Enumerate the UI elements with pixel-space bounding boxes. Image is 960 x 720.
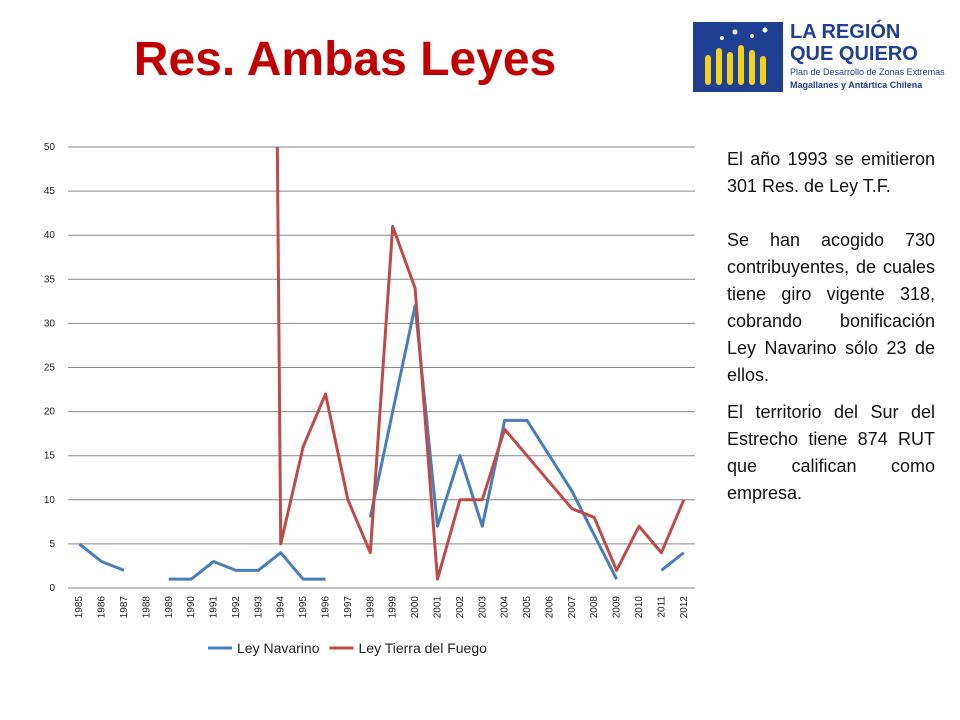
plot-area: [275, 147, 686, 581]
x-tick-label: 2005: [522, 596, 533, 619]
x-tick-label: 2000: [410, 596, 421, 619]
x-tick-label: 2004: [500, 596, 511, 619]
logo-text: QUE QUIERO: [790, 43, 918, 65]
note: Se han acogido 730 contribuyentes, de cu…: [727, 230, 935, 385]
x-tick-label: 2006: [544, 596, 555, 619]
x-tick-label: 1992: [231, 596, 242, 619]
x-tick-label: 1995: [298, 596, 309, 619]
x-tick-label: 1986: [97, 596, 108, 619]
y-tick-label: 5: [49, 539, 55, 550]
y-tick-label: 25: [44, 363, 56, 374]
x-tick-label: 2001: [432, 596, 443, 619]
y-tick-label: 30: [44, 318, 56, 329]
y-tick-label: 10: [44, 495, 56, 506]
logo-text: LA REGIÓN: [790, 19, 900, 43]
y-tick-label: 0: [49, 583, 55, 594]
x-tick-label: 1989: [164, 596, 175, 619]
series-line: [275, 147, 686, 581]
x-tick-label: 2002: [455, 596, 466, 619]
note: El territorio del Sur del Estrecho tiene…: [727, 402, 935, 503]
x-tick-label: 2009: [612, 596, 623, 619]
x-tick-label: 1999: [388, 596, 399, 619]
y-tick-label: 35: [44, 274, 56, 285]
x-tick-label: 1994: [276, 596, 287, 619]
y-tick-label: 20: [44, 407, 56, 418]
x-tick-label: 2007: [567, 596, 578, 619]
note: El año 1993 se emitieron 301 Res. de Ley…: [727, 149, 935, 196]
x-tick-label: 1991: [209, 596, 220, 619]
slide-title: Res. Ambas Leyes: [133, 33, 557, 86]
plot-area: [78, 304, 685, 581]
x-tick-label: 2010: [634, 596, 645, 619]
y-tick-label: 15: [44, 451, 56, 462]
legend-label: Ley Tierra del Fuego: [359, 640, 488, 656]
x-tick-label: 2011: [656, 596, 667, 618]
notes: El año 1993 se emitieron 301 Res. de Ley…: [727, 146, 935, 534]
x-tick-label: 2003: [477, 596, 488, 619]
y-tick-label: 45: [44, 186, 56, 197]
y-tick-label: 40: [44, 230, 56, 241]
series-line: [78, 304, 685, 581]
logo-text: Plan de Desarrollo de Zonas Extremas: [790, 67, 945, 77]
x-tick-label: 1998: [365, 596, 376, 619]
x-tick-label: 1988: [141, 596, 152, 619]
legend-label: Ley Navarino: [237, 640, 320, 656]
x-tick-label: 2012: [679, 596, 690, 619]
x-tick-label: 2008: [589, 596, 600, 619]
x-tick-label: 1990: [186, 596, 197, 619]
logo: LA REGIÓN QUE QUIERO Plan de Desarrollo …: [693, 19, 945, 92]
y-tick-label: 50: [44, 142, 56, 153]
x-tick-label: 1985: [74, 596, 85, 619]
x-tick-label: 1993: [253, 596, 264, 619]
x-tick-label: 1996: [321, 596, 332, 619]
x-tick-label: 1997: [343, 596, 354, 619]
x-tick-label: 1987: [119, 596, 130, 619]
logo-text: Magallanes y Antártica Chilena: [790, 80, 923, 90]
